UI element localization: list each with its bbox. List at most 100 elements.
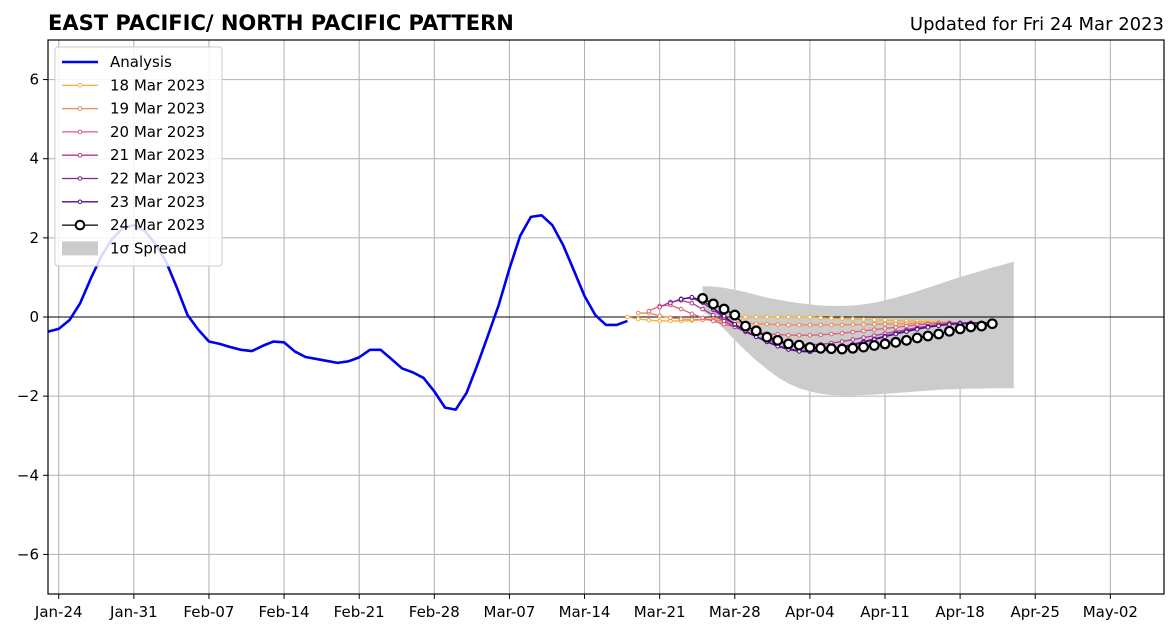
legend-label: 1σ Spread [110,239,187,257]
forecast-point [689,311,695,317]
forecast-point [807,332,813,338]
forecast-point [689,317,695,322]
x-tick-label: Apr-18 [935,603,985,621]
forecast-point [861,335,866,340]
y-tick-label: −6 [17,545,39,563]
chart-subtitle: Updated for Fri 24 Mar 2023 [910,14,1164,35]
forecast-point [786,322,791,328]
forecast-point [858,341,869,353]
y-tick-label: 2 [29,229,39,247]
forecast-point [796,314,802,320]
forecast-point [901,334,912,346]
x-tick-label: Apr-04 [785,603,835,621]
legend-swatch-spread [62,241,98,256]
forecast-point [829,315,834,321]
forecast-point [796,322,802,328]
legend-swatch-marker [74,219,86,231]
forecast-point [871,317,877,323]
legend-label: 18 Mar 2023 [110,76,205,94]
forecast-point [668,315,673,321]
forecast-point [786,314,791,320]
forecast-point [904,329,909,334]
forecast-point [847,342,859,354]
forecast-point [718,303,730,315]
x-tick-label: Jan-24 [34,603,83,621]
forecast-point [839,330,845,336]
forecast-point [689,294,695,300]
forecast-point [761,331,773,343]
forecast-point [772,334,784,346]
forecast-point [818,332,823,338]
x-tick-label: Jan-31 [109,603,158,621]
legend-swatch-marker [77,152,83,158]
legend-label: 22 Mar 2023 [110,170,205,188]
forecast-point [850,337,856,342]
forecast-point [793,339,805,351]
forecast-point [697,293,708,304]
forecast-point [678,296,684,302]
legend-box [54,46,223,267]
forecast-point [839,322,845,328]
forecast-point [871,327,877,332]
forecast-point [635,316,641,322]
spread-band [702,261,1014,396]
forecast-point [976,320,987,332]
forecast-point [707,298,719,310]
forecast-point [861,317,866,322]
forecast-point [868,340,880,351]
forecast-point [700,306,705,312]
forecast-point [689,300,695,306]
x-tick-label: Feb-07 [183,603,234,621]
forecast-point [804,342,816,353]
forecast-point [668,300,673,306]
forecast-point [764,321,770,327]
forecast-point [700,315,705,321]
forecast-point [635,310,641,316]
forecast-point [904,323,909,329]
y-tick-label: 4 [29,150,39,168]
legend-swatch-marker [77,106,83,111]
x-tick-label: Mar-14 [559,603,611,621]
axis-ticks: Jan-24 Jan-31 Feb-07 Feb-14 Feb-21 Feb-28 Mar-… [17,71,1138,621]
x-tick-label: Apr-25 [1010,603,1060,621]
x-tick-label: Mar-21 [634,603,686,621]
forecast-point [646,308,652,314]
forecast-point [657,318,662,324]
chart-title: EAST PACIFIC/ NORTH PACIFIC PATTERN [48,11,514,35]
forecast-point [646,317,652,323]
x-tick-label: Mar-07 [484,603,536,621]
x-tick-label: Feb-14 [259,603,310,621]
forecast-point [965,321,977,333]
forecast-point [933,328,945,340]
forecast-point [825,343,837,355]
forecast-point [839,316,845,321]
forecast-point [740,320,751,332]
forecast-point [879,338,891,350]
forecast-point [764,314,770,320]
forecast-point [721,313,727,319]
forecast-point [882,317,888,323]
forecast-point [678,316,684,322]
forecast-point [850,322,856,327]
forecast-point [850,316,856,322]
forecast-point [732,321,738,327]
forecast-point [815,342,827,354]
x-tick-label: Feb-21 [334,603,385,621]
forecast-point [711,318,716,324]
forecast-point [947,322,952,327]
forecast-point [786,332,791,338]
forecast-point [750,325,762,337]
forecast-point [807,314,813,320]
y-tick-label: 6 [29,71,39,89]
forecast-point [657,313,662,319]
forecast-point [775,314,780,320]
forecast-point [943,325,955,337]
forecast-point [936,323,941,329]
forecast-point [753,321,759,327]
legend: Analysis 18 Mar 2023 19 Mar 2023 20 Mar 202… [54,46,223,267]
forecast-point [818,315,823,321]
forecast-point [711,312,716,318]
forecast-point [783,338,794,350]
forecast-point [850,329,856,335]
forecast-point [678,306,684,312]
